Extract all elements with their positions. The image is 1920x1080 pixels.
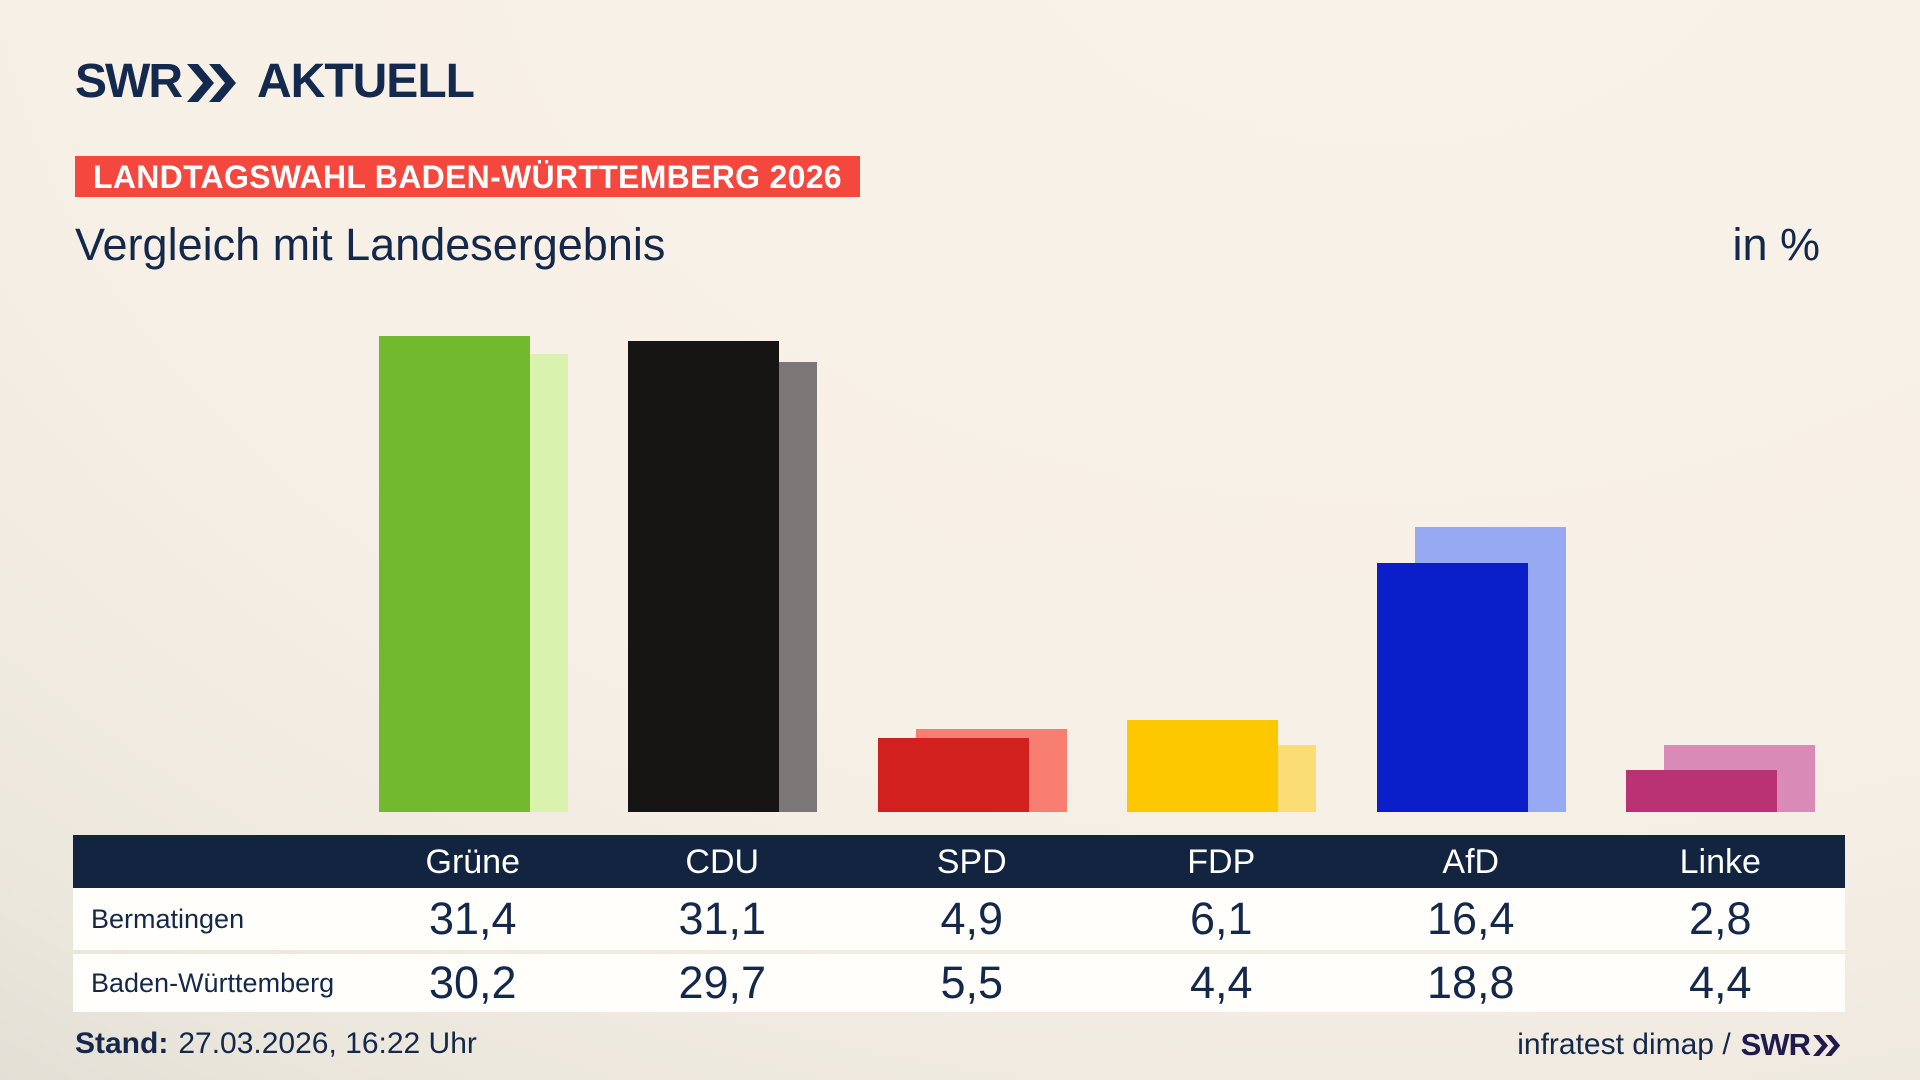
footer-source: infratest dimap / SWR (1517, 1027, 1843, 1063)
swr-aktuell-logo: SWR AKTUELL (75, 54, 475, 109)
footer-swr-chevron-icon (1813, 1034, 1841, 1056)
value-cell-bermatingen-fdp: 6,1 (1189, 893, 1253, 944)
chart-title: Vergleich mit Landesergebnis (75, 219, 666, 270)
source-credit: infratest dimap / (1517, 1028, 1731, 1061)
bar-bermatingen-gruene (379, 336, 530, 812)
row-label: Bermatingen (91, 903, 245, 934)
value-cell-bermatingen-cdu: 31,1 (678, 893, 767, 944)
source-brand: SWR (1740, 1027, 1811, 1062)
value-cell-baden-wuerttemberg-linke: 4,4 (1688, 957, 1752, 1008)
election-banner: LANDTAGSWAHL BADEN-WÜRTTEMBERG 2026 (75, 156, 860, 197)
bar-bermatingen-afd (1377, 563, 1528, 812)
column-header-gruene: Grüne (425, 843, 521, 881)
bar-chart (0, 272, 1920, 812)
bar-bermatingen-linke (1626, 770, 1777, 812)
value-cell-bermatingen-gruene: 31,4 (428, 893, 517, 944)
value-cell-bermatingen-spd: 4,9 (940, 893, 1004, 944)
footer-stand: Stand: 27.03.2026, 16:22 Uhr (75, 1027, 477, 1061)
table-row-bermatingen: Bermatingen 31,4 31,1 4,9 6,1 16,4 2,8 (73, 888, 1845, 950)
value-cell-baden-wuerttemberg-fdp: 4,4 (1189, 957, 1253, 1008)
column-header-spd: SPD (936, 843, 1007, 881)
column-header-linke: Linke (1679, 843, 1761, 881)
swr-logo-brand: SWR (75, 55, 183, 108)
value-cell-baden-wuerttemberg-spd: 5,5 (940, 957, 1004, 1008)
value-cell-baden-wuerttemberg-afd: 18,8 (1426, 957, 1515, 1008)
value-cell-baden-wuerttemberg-cdu: 29,7 (678, 957, 767, 1008)
value-cell-bermatingen-linke: 2,8 (1688, 893, 1752, 944)
swr-logo-suffix: AKTUELL (256, 55, 475, 108)
results-table: Grüne CDU SPD FDP AfD Linke Bermatingen 31,4 31,… (73, 835, 1845, 1012)
column-header-cdu: CDU (685, 843, 760, 881)
bar-bermatingen-cdu (628, 341, 779, 812)
table-header-row: Grüne CDU SPD FDP AfD Linke (73, 835, 1845, 888)
stand-label: Stand: (75, 1027, 169, 1060)
unit-label: in % (1732, 219, 1820, 270)
row-label: Baden-Württemberg (91, 967, 335, 998)
bar-bermatingen-fdp (1127, 720, 1278, 812)
value-cell-baden-wuerttemberg-gruene: 30,2 (428, 957, 517, 1008)
stand-value: 27.03.2026, 16:22 Uhr (178, 1027, 477, 1060)
table-row-baden-wuerttemberg: Baden-Württemberg 30,2 29,7 5,5 4,4 18,8 4,4 (73, 954, 1845, 1012)
value-cell-bermatingen-afd: 16,4 (1426, 893, 1515, 944)
column-header-fdp: FDP (1187, 843, 1256, 881)
bar-bermatingen-spd (878, 738, 1029, 812)
swr-double-chevron-icon (186, 63, 236, 102)
column-header-afd: AfD (1442, 843, 1500, 881)
